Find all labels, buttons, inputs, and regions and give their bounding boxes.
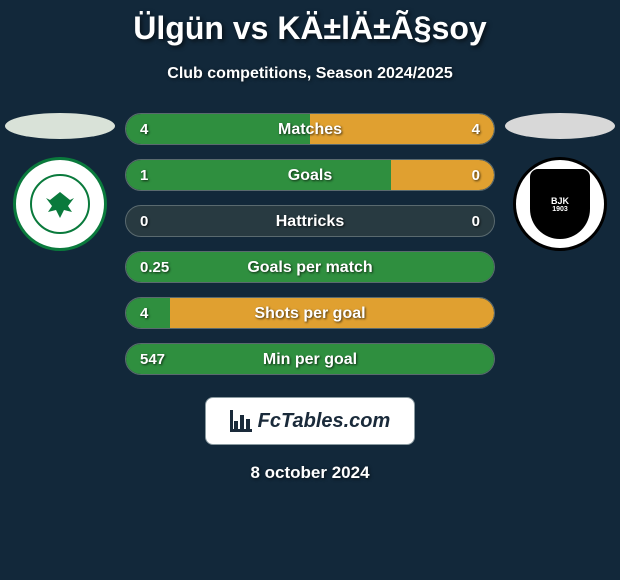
brand-text: FcTables.com — [258, 410, 391, 433]
stat-label: Goals per match — [126, 252, 494, 283]
player-left-avatar — [5, 113, 115, 139]
player-right-column: BJK 1903 — [500, 113, 620, 251]
club-right-year: 1903 — [552, 206, 568, 213]
stat-row: 0.25Goals per match — [125, 251, 495, 283]
club-logo-right: BJK 1903 — [513, 157, 607, 251]
chart-icon — [230, 410, 252, 432]
player-right-avatar — [505, 113, 615, 139]
club-right-initials: BJK — [551, 196, 569, 206]
stat-row: 10Goals — [125, 159, 495, 191]
page-subtitle: Club competitions, Season 2024/2025 — [0, 65, 620, 83]
stat-label: Min per goal — [126, 344, 494, 375]
stat-row: 00Hattricks — [125, 205, 495, 237]
stat-bars: 44Matches 10Goals 00Hattricks 0.25Goals per… — [125, 113, 495, 375]
stat-row: 547Min per goal — [125, 343, 495, 375]
stat-label: Goals — [126, 160, 494, 191]
stat-label: Hattricks — [126, 206, 494, 237]
shield-icon: BJK 1903 — [530, 169, 590, 239]
chart-date: 8 october 2024 — [0, 463, 620, 483]
club-logo-left — [13, 157, 107, 251]
stat-row: 44Matches — [125, 113, 495, 145]
brand-badge[interactable]: FcTables.com — [205, 397, 415, 445]
stat-label: Shots per goal — [126, 298, 494, 329]
page-title: Ülgün vs KÄ±lÄ±Ã§soy — [0, 0, 620, 47]
player-left-column — [0, 113, 120, 251]
stat-label: Matches — [126, 114, 494, 145]
stat-row: 4Shots per goal — [125, 297, 495, 329]
comparison-chart: BJK 1903 44Matches 10Goals 00Hattricks 0.25… — [0, 113, 620, 383]
